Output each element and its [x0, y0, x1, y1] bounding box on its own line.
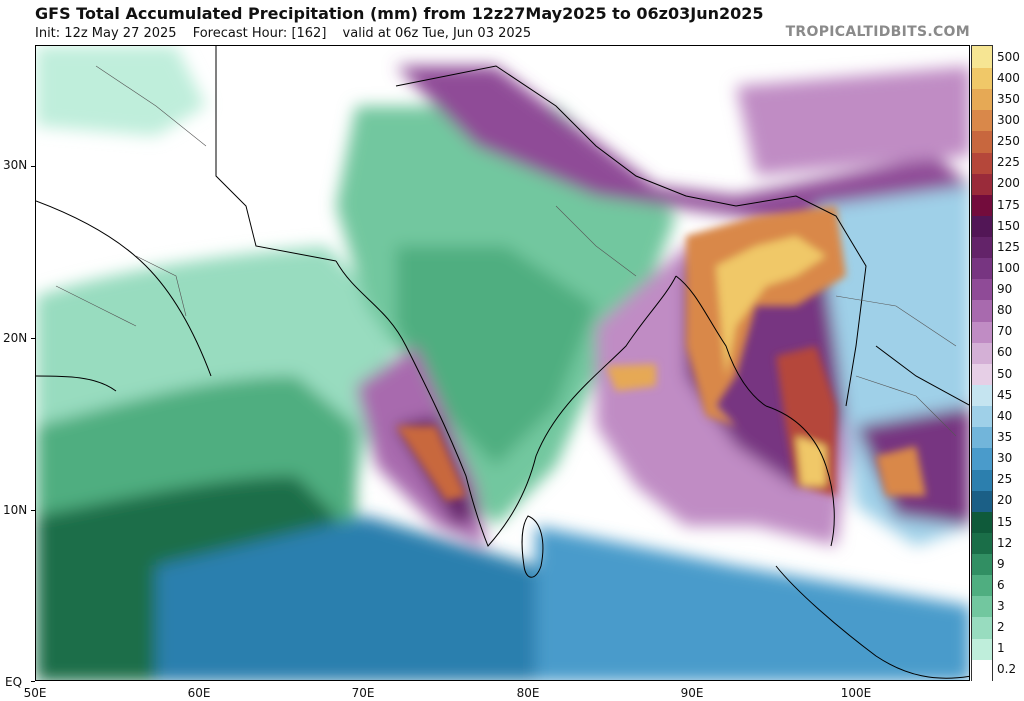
- colorbar-label: 20: [997, 493, 1013, 508]
- colorbar-swatch: [972, 405, 992, 428]
- colorbar-label: 225: [997, 155, 1020, 170]
- watermark: TROPICALTIDBITS.COM: [785, 24, 970, 40]
- colorbar-swatch: [972, 595, 992, 618]
- colorbar-swatch: [972, 426, 992, 449]
- colorbar-label: 150: [997, 218, 1020, 233]
- colorbar-label: 50: [997, 366, 1013, 381]
- colorbar-label: 300: [997, 112, 1020, 127]
- colorbar: [971, 45, 993, 681]
- colorbar-swatch: [972, 574, 992, 597]
- province-borders: [55, 65, 957, 437]
- colorbar-swatch: [972, 215, 992, 238]
- colorbar-swatch: [972, 341, 992, 364]
- lat-label: EQ: [5, 675, 23, 689]
- lon-label: 90E: [680, 686, 704, 700]
- colorbar-label: 0.2: [997, 662, 1017, 677]
- colorbar-swatch: [972, 616, 992, 639]
- colorbar-label: 6: [997, 577, 1005, 592]
- colorbar-swatch: [972, 384, 992, 407]
- lat-label: 10N: [3, 503, 28, 517]
- colorbar-swatch: [972, 278, 992, 301]
- colorbar-swatch: [972, 46, 992, 68]
- colorbar-swatch: [972, 109, 992, 132]
- init-time: Init: 12z May 27 2025: [35, 26, 177, 41]
- colorbar-label: 25: [997, 472, 1013, 487]
- lat-tick: [31, 681, 35, 682]
- colorbar-label: 200: [997, 176, 1020, 191]
- colorbar-label: 80: [997, 303, 1013, 318]
- coastlines: [36, 46, 969, 679]
- colorbar-label: 12: [997, 535, 1013, 550]
- colorbar-label: 175: [997, 197, 1020, 212]
- colorbar-swatch: [972, 468, 992, 491]
- map-canvas: [36, 46, 969, 680]
- map-subtitle: Init: 12z May 27 2025 Forecast Hour: [16…: [35, 26, 543, 41]
- colorbar-swatch: [972, 447, 992, 470]
- colorbar-label: 70: [997, 324, 1013, 339]
- colorbar-swatch: [972, 510, 992, 533]
- colorbar-swatch: [972, 658, 992, 681]
- colorbar-swatch: [972, 299, 992, 322]
- heavy-precip-cores: [396, 206, 926, 501]
- lat-label: 20N: [3, 331, 28, 345]
- valid-time: valid at 06z Tue, Jun 03 2025: [342, 26, 532, 41]
- colorbar-swatch: [972, 193, 992, 216]
- colorbar-swatch: [972, 67, 992, 90]
- colorbar-swatch: [972, 489, 992, 512]
- precip-field: [36, 46, 969, 680]
- colorbar-swatch: [972, 88, 992, 111]
- colorbar-label: 500: [997, 49, 1020, 64]
- lat-label: 30N: [3, 158, 28, 172]
- colorbar-label: 350: [997, 91, 1020, 106]
- lon-label: 100E: [840, 686, 872, 700]
- colorbar-label: 2: [997, 620, 1005, 635]
- colorbar-label: 30: [997, 451, 1013, 466]
- colorbar-label: 9: [997, 556, 1005, 571]
- map-title: GFS Total Accumulated Precipitation (mm)…: [35, 4, 764, 23]
- colorbar-swatch: [972, 172, 992, 195]
- colorbar-swatch: [972, 320, 992, 343]
- lon-label: 80E: [516, 686, 540, 700]
- lon-label: 60E: [187, 686, 211, 700]
- colorbar-swatch: [972, 363, 992, 385]
- colorbar-label: 250: [997, 134, 1020, 149]
- colorbar-swatch: [972, 637, 992, 660]
- precipitation-map: [35, 45, 970, 681]
- colorbar-label: 90: [997, 282, 1013, 297]
- colorbar-swatch: [972, 532, 992, 555]
- colorbar-swatch: [972, 257, 992, 280]
- colorbar-label: 100: [997, 260, 1020, 275]
- lon-label: 70E: [351, 686, 375, 700]
- forecast-hour: Forecast Hour: [162]: [192, 26, 327, 41]
- colorbar-label: 35: [997, 429, 1013, 444]
- colorbar-label: 60: [997, 345, 1013, 360]
- colorbar-label: 3: [997, 599, 1005, 614]
- colorbar-label: 45: [997, 387, 1013, 402]
- colorbar-swatch: [972, 151, 992, 174]
- colorbar-swatch: [972, 130, 992, 153]
- colorbar-label: 1: [997, 641, 1005, 656]
- colorbar-swatch: [972, 553, 992, 576]
- colorbar-label: 125: [997, 239, 1020, 254]
- colorbar-label: 400: [997, 70, 1020, 85]
- lat-tick: [31, 338, 35, 339]
- colorbar-swatch: [972, 236, 992, 259]
- colorbar-label: 15: [997, 514, 1013, 529]
- lat-tick: [31, 166, 35, 167]
- lat-tick: [31, 510, 35, 511]
- colorbar-label: 40: [997, 408, 1013, 423]
- lon-label: 50E: [23, 686, 47, 700]
